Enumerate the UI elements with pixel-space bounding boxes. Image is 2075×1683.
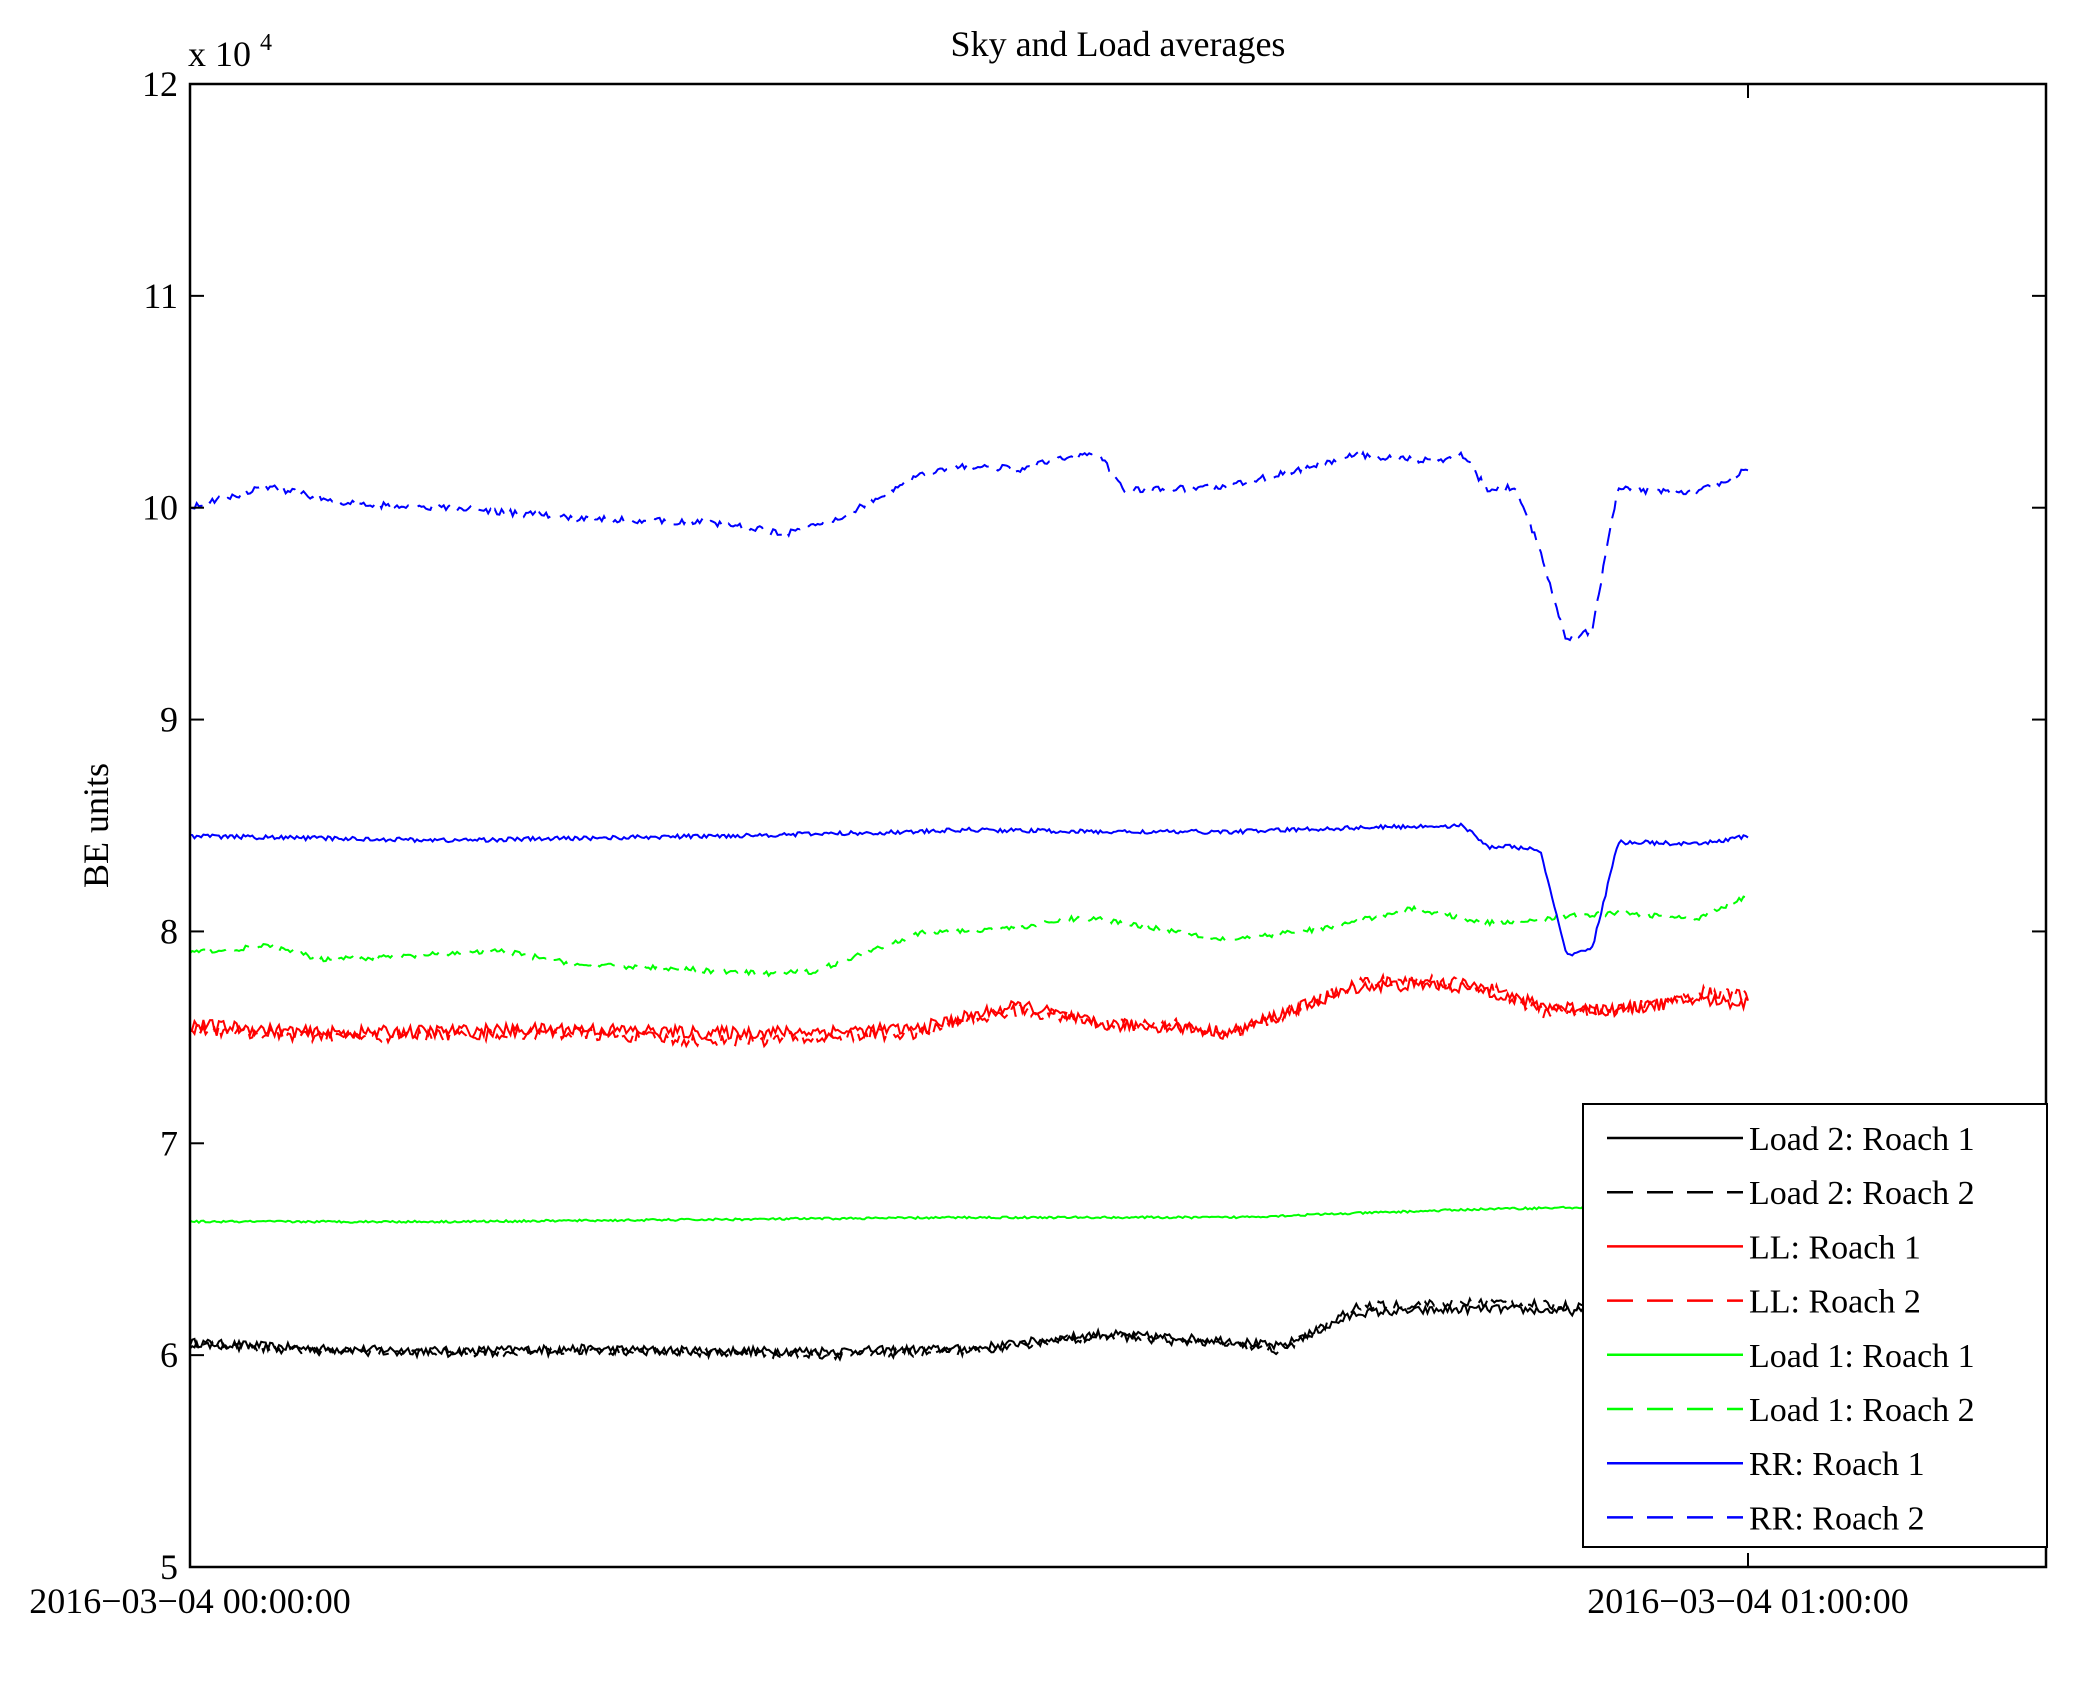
y-tick-label: 9 [160,700,178,740]
legend-label: LL: Roach 1 [1749,1229,1921,1266]
legend-label: RR: Roach 2 [1749,1500,1925,1537]
series-line-4 [189,972,1749,1050]
y-tick-label: 12 [142,64,178,104]
legend-label: Load 1: Roach 2 [1749,1392,1975,1429]
legend-label: RR: Roach 1 [1749,1446,1925,1483]
series-layer [189,450,1749,1363]
series-line-5 [189,1203,1749,1225]
series-line-6 [189,893,1749,978]
series-line-1 [189,1302,1749,1359]
series-line-8 [189,450,1749,642]
y-exponent-label: x 10 4 [188,30,272,74]
y-tick-label: 5 [160,1547,178,1587]
y-tick-label: 6 [160,1335,178,1375]
y-tick-label: 10 [142,488,178,528]
legend-label: Load 1: Roach 1 [1749,1338,1975,1375]
ticks-layer: 5 6 7 8 9 10 11 12 2016−03−04 00:00:00 2016−03−04… [29,64,2046,1621]
y-exponent-base: x 10 [188,34,251,74]
legend-items: Load 2: Roach 1 Load 2: Roach 2 LL: Roach … [1607,1121,1975,1537]
legend-label: LL: Roach 2 [1749,1284,1921,1321]
y-axis-label: BE units [76,763,116,888]
plot-frame [188,82,2048,1569]
y-tick-label: 11 [143,276,178,316]
legend-label: Load 2: Roach 1 [1749,1121,1975,1158]
x-tick-label: 2016−03−04 00:00:00 [29,1581,351,1621]
x-tick-label: 2016−03−04 01:00:00 [1587,1581,1909,1621]
y-exponent-power: 4 [260,30,272,56]
legend: Load 2: Roach 1 Load 2: Roach 2 LL: Roach … [1582,1103,2048,1548]
series-line-7 [189,822,1749,957]
y-tick-label: 8 [160,911,178,951]
chart-title: Sky and Load averages [951,24,1286,64]
y-tick-label: 7 [160,1123,178,1163]
legend-label: Load 2: Roach 2 [1749,1175,1975,1212]
legend-box [1582,1103,2048,1548]
series-line-2 [189,1295,1749,1363]
